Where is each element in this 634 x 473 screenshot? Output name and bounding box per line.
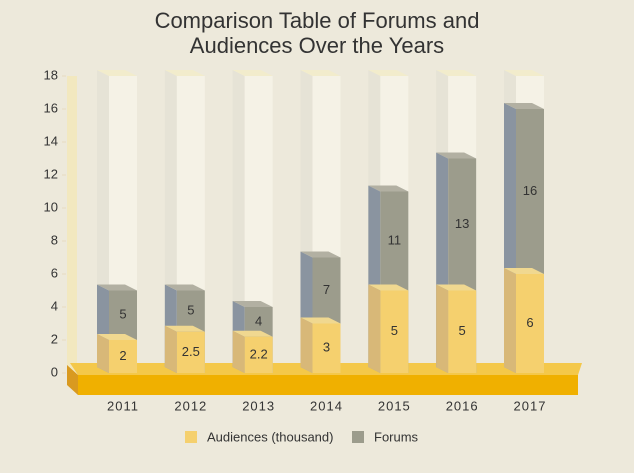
column-top (436, 70, 477, 76)
value-label: 2.2 (250, 346, 268, 361)
y-tick-label: 14 (44, 133, 58, 148)
chart-title: Comparison Table of Forums and Audiences… (154, 8, 480, 58)
column-top (232, 70, 273, 76)
column-top (164, 70, 205, 76)
value-label: 13 (455, 216, 469, 231)
value-label: 7 (323, 282, 330, 297)
audiences-bar (380, 290, 409, 373)
floor-side (67, 365, 78, 395)
y-tick-label: 12 (44, 166, 58, 181)
value-label: 11 (388, 232, 402, 247)
forums-bar-top (164, 284, 205, 291)
forums-bar-top (97, 284, 137, 291)
audiences-bar-side (504, 268, 516, 373)
value-label: 3 (323, 340, 330, 355)
column-side (232, 70, 245, 373)
x-tick-label: 2011 (107, 398, 139, 413)
legend-swatch (352, 431, 364, 443)
legend-label: Forums (374, 429, 419, 444)
audiences-bar (176, 331, 205, 373)
forums-bar-top (300, 251, 341, 258)
audiences-bar-top (436, 284, 477, 291)
value-label: 2.5 (182, 344, 200, 359)
forums-bar-top (436, 152, 477, 159)
audiences-bar-top (97, 334, 137, 340)
value-label: 5 (391, 323, 398, 338)
forums-bar-top (504, 103, 544, 109)
x-tick-label: 2015 (378, 398, 411, 413)
audiences-bar (312, 323, 341, 373)
value-label: 16 (523, 183, 537, 198)
value-label: 5 (119, 307, 126, 322)
value-label: 5 (187, 303, 194, 318)
audiences-bar-top (300, 317, 341, 324)
y-tick-label: 6 (51, 265, 58, 280)
audiences-bar-top (368, 284, 409, 291)
y-tick-label: 0 (51, 364, 58, 379)
audiences-bar (448, 290, 477, 373)
value-label: 2 (119, 348, 126, 363)
value-label: 6 (526, 315, 533, 330)
audiences-bar (516, 274, 544, 373)
forums-bar-top (368, 185, 409, 192)
x-tick-label: 2013 (242, 398, 275, 413)
audiences-bar-top (232, 330, 273, 337)
x-tick-label: 2012 (174, 398, 207, 413)
audiences-bar-top (164, 325, 205, 332)
audiences-bar-side (164, 325, 177, 373)
y-tick-label: 16 (44, 100, 58, 115)
x-tick-label: 2016 (446, 398, 479, 413)
audiences-bar-side (232, 330, 245, 373)
column-top (504, 70, 544, 76)
audiences-bar (244, 336, 273, 373)
value-label: 4 (255, 313, 262, 328)
audiences-bar (109, 340, 137, 373)
audiences-bar-side (436, 284, 449, 373)
x-tick-label: 2014 (310, 398, 343, 413)
forums-bar-top (232, 301, 273, 307)
legend-swatch (185, 431, 197, 443)
audiences-bar-top (504, 268, 544, 274)
y-tick-label: 8 (51, 232, 58, 247)
column-top (368, 70, 409, 76)
audiences-bar-side (300, 317, 313, 373)
legend-label: Audiences (thousand) (207, 429, 333, 444)
x-tick-label: 2017 (514, 398, 547, 413)
column-top (97, 70, 137, 76)
y-tick-label: 2 (51, 331, 58, 346)
audiences-bar-side (368, 284, 381, 373)
wall (67, 76, 77, 373)
y-tick-label: 18 (44, 67, 58, 82)
value-label: 5 (459, 323, 466, 338)
y-tick-label: 4 (51, 298, 58, 313)
column-top (300, 70, 341, 76)
y-tick-label: 10 (44, 199, 58, 214)
floor-front (78, 375, 578, 395)
audiences-bar-side (97, 334, 109, 373)
